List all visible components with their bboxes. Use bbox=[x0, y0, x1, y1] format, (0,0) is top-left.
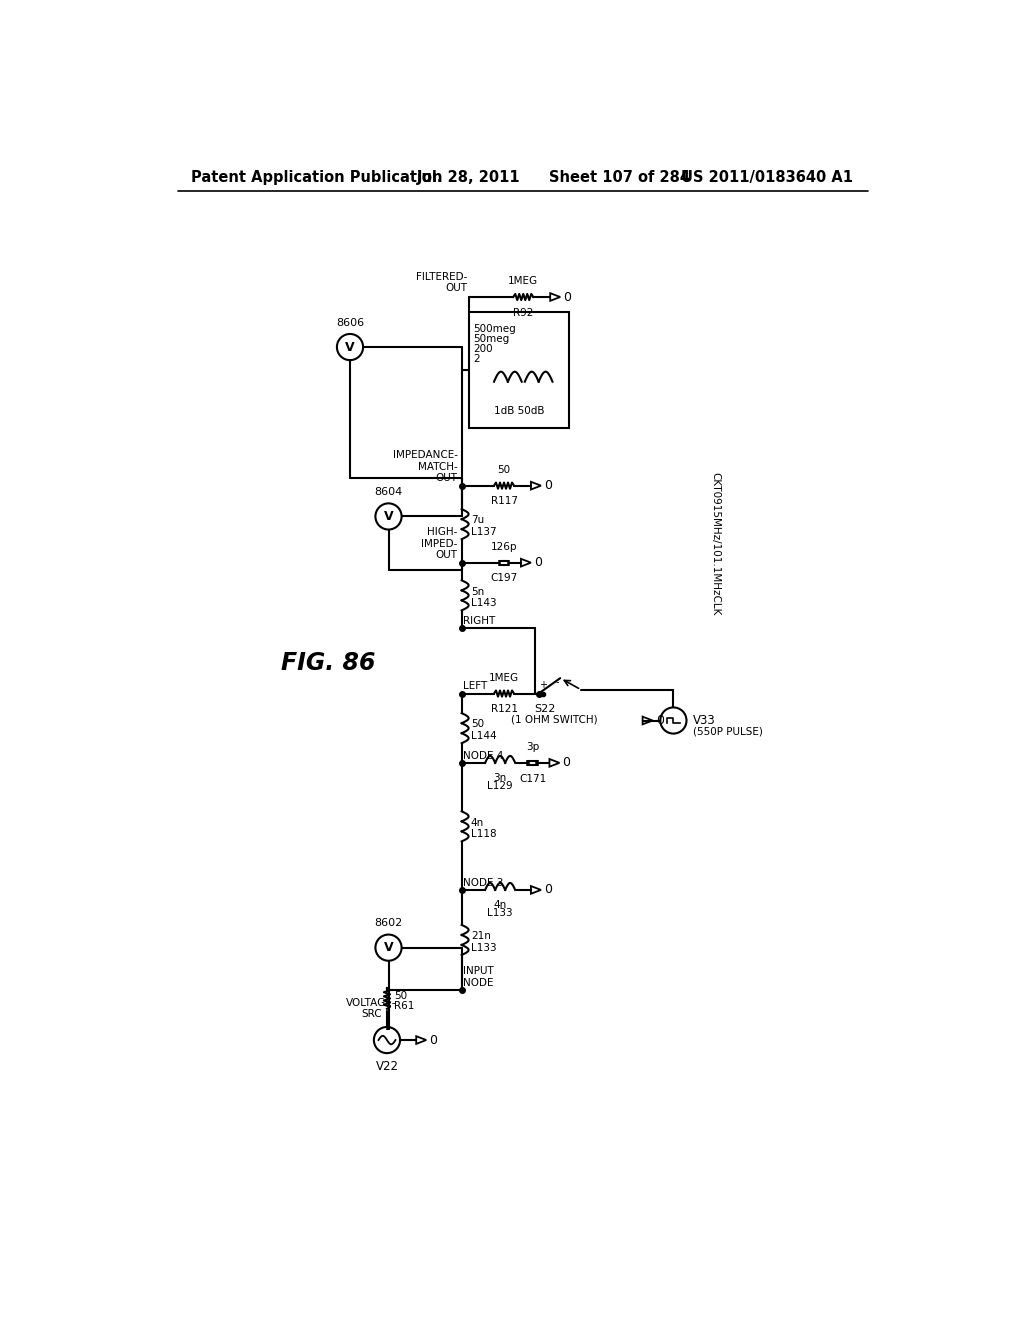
Text: 50: 50 bbox=[498, 465, 511, 475]
Text: L133: L133 bbox=[471, 942, 497, 953]
Text: IMPEDANCE-
MATCH-
OUT: IMPEDANCE- MATCH- OUT bbox=[393, 450, 458, 483]
Text: V: V bbox=[345, 341, 355, 354]
Text: 0: 0 bbox=[535, 556, 542, 569]
Text: L143: L143 bbox=[471, 598, 497, 609]
Text: NODE 4: NODE 4 bbox=[463, 751, 504, 760]
Text: Sheet 107 of 284: Sheet 107 of 284 bbox=[549, 170, 690, 185]
Text: L129: L129 bbox=[487, 781, 513, 791]
Text: L137: L137 bbox=[471, 527, 497, 537]
Text: 8602: 8602 bbox=[375, 919, 402, 928]
Text: V33: V33 bbox=[692, 714, 716, 727]
Text: VOLTAGE-
SRC: VOLTAGE- SRC bbox=[346, 998, 397, 1019]
Text: (1 OHM SWITCH): (1 OHM SWITCH) bbox=[511, 714, 597, 725]
Text: 8604: 8604 bbox=[375, 487, 402, 498]
Text: 500meg: 500meg bbox=[473, 323, 516, 334]
Text: US 2011/0183640 A1: US 2011/0183640 A1 bbox=[681, 170, 853, 185]
Text: 3n: 3n bbox=[494, 774, 507, 783]
Text: 7u: 7u bbox=[471, 515, 484, 525]
Text: 0: 0 bbox=[429, 1034, 437, 1047]
Text: L133: L133 bbox=[487, 908, 513, 919]
Text: 1MEG: 1MEG bbox=[508, 276, 539, 286]
Text: 1dB 50dB: 1dB 50dB bbox=[495, 407, 545, 416]
Text: V: V bbox=[384, 941, 393, 954]
Text: S22: S22 bbox=[535, 705, 555, 714]
Text: 0: 0 bbox=[655, 714, 664, 727]
Text: R61: R61 bbox=[394, 1001, 415, 1011]
Text: 2: 2 bbox=[473, 354, 480, 364]
Text: 3p: 3p bbox=[526, 742, 539, 752]
Text: 200: 200 bbox=[473, 345, 493, 354]
Text: HIGH-
IMPED-
OUT: HIGH- IMPED- OUT bbox=[422, 527, 458, 561]
Text: 50: 50 bbox=[471, 719, 484, 730]
Text: 4n: 4n bbox=[471, 817, 484, 828]
Text: 0: 0 bbox=[544, 883, 552, 896]
Text: R117: R117 bbox=[490, 496, 517, 507]
Text: R92: R92 bbox=[513, 308, 534, 318]
Text: C171: C171 bbox=[519, 774, 546, 784]
Text: +: + bbox=[540, 680, 548, 689]
Text: LEFT: LEFT bbox=[463, 681, 487, 692]
Text: 4n: 4n bbox=[494, 900, 507, 909]
Text: V: V bbox=[384, 510, 393, 523]
Text: 0: 0 bbox=[544, 479, 552, 492]
Text: CKT0915MHz/101.1MHzCLK: CKT0915MHz/101.1MHzCLK bbox=[711, 471, 721, 615]
Bar bbox=[469, 313, 569, 428]
Text: 0: 0 bbox=[563, 290, 571, 304]
Text: RIGHT: RIGHT bbox=[463, 616, 496, 626]
Text: 8606: 8606 bbox=[336, 318, 365, 327]
Text: (550P PULSE): (550P PULSE) bbox=[692, 726, 763, 737]
Text: L118: L118 bbox=[471, 829, 497, 840]
Text: 0: 0 bbox=[562, 756, 570, 770]
Text: 1MEG: 1MEG bbox=[488, 673, 519, 682]
Text: Jul. 28, 2011: Jul. 28, 2011 bbox=[417, 170, 520, 185]
Text: FIG. 86: FIG. 86 bbox=[281, 651, 375, 675]
Text: FILTERED-
OUT: FILTERED- OUT bbox=[416, 272, 467, 293]
Text: -: - bbox=[556, 677, 559, 688]
Text: 126p: 126p bbox=[490, 543, 517, 552]
Text: C197: C197 bbox=[490, 573, 518, 583]
Text: L144: L144 bbox=[471, 731, 497, 741]
Text: R121: R121 bbox=[490, 705, 517, 714]
Text: 21n: 21n bbox=[471, 931, 490, 941]
Text: 50meg: 50meg bbox=[473, 334, 510, 345]
Text: 5n: 5n bbox=[471, 586, 484, 597]
Text: Patent Application Publication: Patent Application Publication bbox=[190, 170, 442, 185]
Text: V22: V22 bbox=[376, 1060, 398, 1073]
Text: INPUT
NODE: INPUT NODE bbox=[463, 966, 494, 987]
Text: NODE 3: NODE 3 bbox=[463, 878, 504, 887]
Text: 50: 50 bbox=[394, 991, 407, 1001]
